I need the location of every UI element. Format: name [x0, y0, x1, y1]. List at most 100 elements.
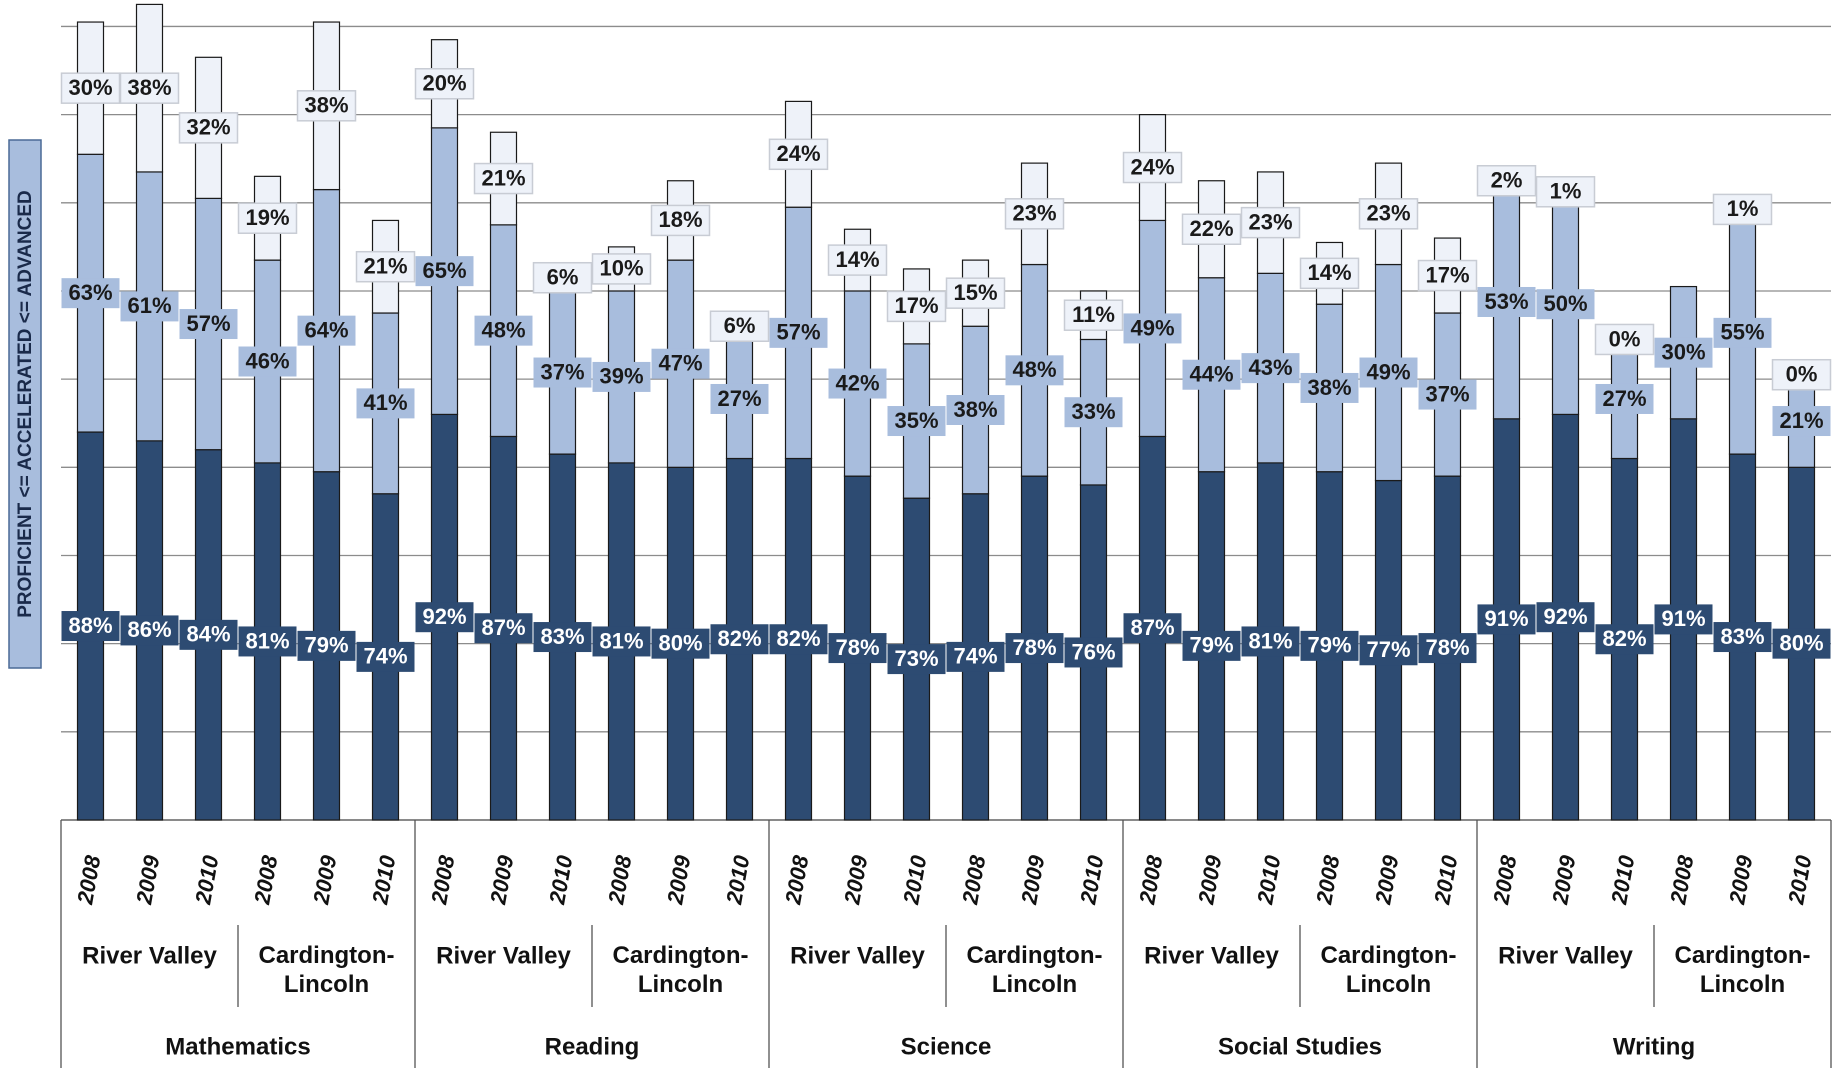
value-label: 80% — [1779, 630, 1823, 655]
value-label: 2% — [1491, 168, 1523, 193]
value-label-box — [1240, 206, 1301, 239]
value-label: 57% — [776, 320, 820, 345]
value-label-box — [650, 204, 711, 237]
value-label: 65% — [422, 258, 466, 283]
x-tick-label: 2008 — [603, 853, 636, 907]
value-label: 33% — [1071, 399, 1115, 424]
value-label: 88% — [68, 613, 112, 638]
value-label: 23% — [1012, 201, 1056, 226]
value-label-box — [592, 626, 651, 657]
value-label-box — [533, 622, 592, 653]
value-label-box — [1181, 213, 1242, 245]
value-label-box — [1477, 286, 1536, 317]
value-label: 23% — [1366, 201, 1410, 226]
value-label: 44% — [1189, 362, 1233, 387]
x-tick-label: 2010 — [898, 853, 931, 907]
value-label-box — [1536, 602, 1595, 633]
value-label-box — [1536, 289, 1595, 320]
value-label-box — [1300, 372, 1359, 403]
value-label-box — [474, 613, 533, 644]
value-label: 38% — [304, 93, 348, 118]
x-tick-label: 2010 — [1252, 853, 1285, 907]
value-label: 46% — [245, 348, 289, 373]
value-label-box — [1418, 633, 1477, 664]
value-label-box — [473, 162, 534, 195]
value-label: 82% — [717, 626, 761, 651]
value-label-box — [591, 253, 652, 285]
x-tick-label: 2010 — [1783, 853, 1816, 907]
value-label-box — [1712, 193, 1773, 226]
value-label: 24% — [1130, 154, 1174, 179]
value-label: 48% — [481, 317, 525, 342]
value-label-box — [1123, 313, 1182, 344]
value-label-box — [1477, 604, 1536, 635]
value-label: 82% — [1602, 626, 1646, 651]
value-label: 0% — [1786, 362, 1818, 387]
value-label: 84% — [186, 622, 230, 647]
school-label: River Valley — [436, 942, 571, 969]
value-label: 37% — [1425, 381, 1469, 406]
value-label: 79% — [1307, 633, 1351, 658]
value-label-box — [886, 290, 947, 323]
value-label-box — [296, 90, 357, 122]
x-tick-label: 2010 — [1606, 853, 1639, 907]
value-label-box — [356, 388, 415, 419]
value-label: 78% — [835, 635, 879, 660]
value-label: 53% — [1484, 289, 1528, 314]
value-label: 39% — [599, 364, 643, 389]
value-label: 1% — [1550, 179, 1582, 204]
value-label-box — [1359, 635, 1418, 666]
value-label-box — [769, 624, 828, 655]
value-label: 18% — [658, 207, 702, 232]
value-label: 27% — [717, 386, 761, 411]
value-label-box — [61, 611, 120, 642]
value-label-box — [1123, 613, 1182, 644]
value-label: 23% — [1248, 209, 1292, 234]
value-label-box — [1476, 165, 1537, 197]
value-label: 35% — [894, 408, 938, 433]
x-tick-label: 2009 — [1547, 853, 1580, 907]
subject-label: Reading — [545, 1033, 640, 1060]
x-tick-label: 2008 — [249, 853, 282, 907]
value-label-box — [651, 628, 710, 659]
value-label: 24% — [776, 141, 820, 166]
subject-label: Writing — [1613, 1033, 1695, 1060]
school-label: Cardington-Lincoln — [259, 942, 395, 998]
school-label: Cardington-Lincoln — [613, 942, 749, 998]
value-label-box — [1654, 604, 1713, 635]
x-tick-label: 2010 — [1075, 853, 1108, 907]
x-tick-label: 2008 — [1134, 853, 1167, 907]
value-label: 41% — [363, 390, 407, 415]
value-label-box — [946, 395, 1005, 425]
value-label-box — [1241, 626, 1300, 657]
x-tick-label: 2008 — [957, 853, 990, 907]
value-label: 14% — [835, 247, 879, 272]
value-label-box — [1713, 622, 1772, 653]
value-label: 73% — [894, 646, 938, 671]
value-label-box — [179, 619, 238, 650]
x-tick-label: 2009 — [839, 853, 872, 907]
x-tick-label: 2009 — [1193, 853, 1226, 907]
value-label-box — [1772, 406, 1831, 437]
school-label: River Valley — [1144, 942, 1279, 969]
value-label: 21% — [363, 254, 407, 279]
value-label-box — [1418, 379, 1477, 410]
value-label: 79% — [1189, 633, 1233, 658]
value-label: 47% — [658, 351, 702, 376]
value-label: 17% — [1425, 262, 1469, 287]
value-label-box — [1063, 299, 1124, 331]
value-label: 78% — [1012, 635, 1056, 660]
value-label-box — [1772, 628, 1831, 659]
school-label: Cardington-Lincoln — [1675, 942, 1811, 998]
value-label-box — [828, 633, 887, 664]
value-label: 27% — [1602, 386, 1646, 411]
value-label-box — [651, 348, 710, 379]
x-tick-label: 2009 — [308, 853, 341, 907]
value-label-box — [415, 256, 474, 287]
subject-label: Science — [901, 1033, 992, 1060]
value-label-box — [238, 346, 297, 377]
value-label: 38% — [127, 75, 171, 100]
x-tick-label: 2010 — [544, 853, 577, 907]
value-label-box — [887, 406, 946, 437]
value-label: 37% — [540, 359, 584, 384]
